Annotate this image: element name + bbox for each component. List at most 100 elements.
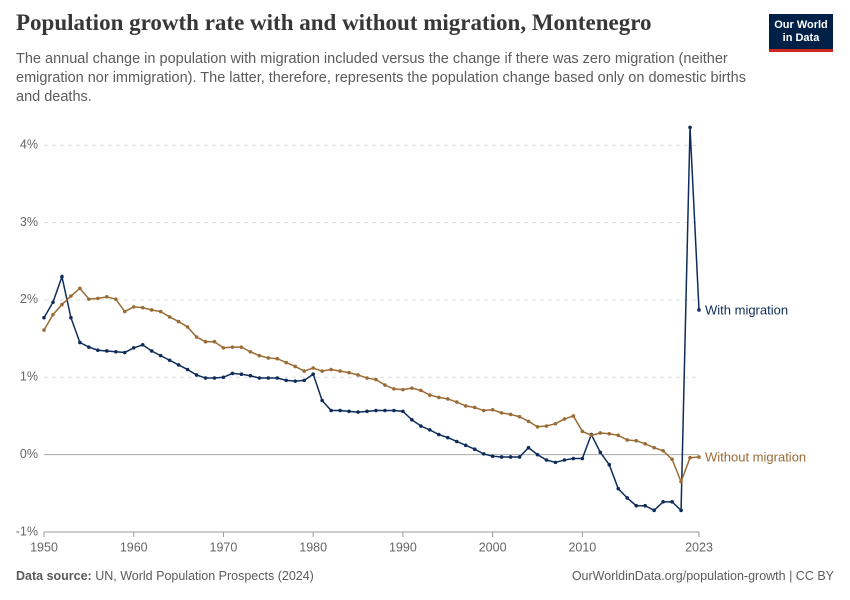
point — [149, 349, 154, 353]
chart-subtitle: The annual change in population with mig… — [16, 51, 746, 105]
y-tick-label: 4% — [20, 138, 38, 152]
point — [661, 448, 665, 453]
point — [392, 387, 396, 391]
point — [508, 455, 513, 459]
point — [445, 397, 450, 401]
point — [248, 349, 253, 354]
point — [203, 339, 208, 344]
point — [374, 377, 378, 382]
point — [472, 405, 477, 410]
point — [616, 433, 621, 438]
point — [257, 353, 262, 358]
point — [625, 438, 630, 442]
point — [526, 445, 531, 450]
point — [311, 366, 315, 370]
point — [508, 412, 513, 417]
point — [87, 345, 91, 349]
point — [643, 442, 647, 446]
x-tick-label: 1990 — [389, 540, 417, 554]
point — [87, 297, 91, 301]
point — [239, 372, 244, 376]
point — [499, 411, 504, 415]
point — [113, 349, 118, 354]
point — [553, 460, 558, 465]
x-tick-label: 2023 — [685, 540, 713, 554]
point — [185, 367, 190, 372]
point — [338, 369, 342, 373]
point — [347, 370, 351, 375]
series-label: Without migration — [705, 449, 806, 464]
point — [526, 419, 531, 424]
point — [78, 340, 82, 345]
point — [688, 455, 692, 460]
point — [535, 452, 540, 457]
point — [410, 386, 414, 390]
point — [598, 431, 603, 435]
point — [105, 349, 109, 353]
point — [652, 445, 656, 450]
point — [338, 408, 342, 413]
x-tick-label: 2000 — [479, 540, 507, 554]
point — [428, 393, 432, 397]
point — [329, 367, 333, 372]
point — [436, 432, 441, 437]
point — [69, 315, 73, 320]
point — [580, 456, 585, 461]
point — [293, 364, 298, 369]
x-tick-label: 1970 — [210, 540, 238, 554]
point — [616, 486, 621, 491]
point — [463, 443, 468, 448]
point — [131, 346, 136, 350]
source-label: Data source: — [16, 569, 92, 583]
point — [589, 433, 594, 438]
point — [472, 447, 477, 452]
point — [436, 395, 441, 400]
point — [320, 369, 324, 373]
point — [203, 376, 208, 380]
y-tick-label: -1% — [16, 524, 38, 538]
point — [374, 408, 378, 413]
logo[interactable]: Our World in Data — [769, 14, 833, 52]
point — [661, 500, 665, 504]
point — [598, 450, 603, 455]
point — [266, 356, 271, 360]
point — [571, 456, 576, 461]
point — [329, 408, 333, 413]
point — [51, 312, 55, 317]
point — [284, 378, 289, 383]
point — [275, 356, 280, 361]
point — [230, 345, 235, 349]
point — [221, 346, 226, 350]
point — [96, 296, 100, 301]
point — [51, 300, 55, 305]
source-url[interactable]: OurWorldinData.org/population-growth | C… — [571, 569, 834, 583]
point — [122, 350, 127, 355]
point — [42, 328, 46, 332]
point — [490, 454, 495, 458]
point — [284, 360, 289, 365]
point — [167, 315, 172, 319]
source-text: UN, World Population Prospects (2024) — [95, 569, 314, 583]
point — [401, 409, 405, 414]
point — [499, 455, 504, 459]
point — [634, 438, 638, 443]
point — [419, 388, 423, 393]
point — [275, 376, 280, 380]
point — [553, 421, 558, 426]
point — [392, 408, 396, 413]
logo-line: in Data — [782, 32, 820, 44]
point — [257, 376, 262, 380]
point — [544, 458, 549, 462]
point — [302, 378, 307, 383]
point — [60, 302, 64, 307]
point — [158, 353, 163, 358]
point — [176, 319, 181, 324]
point — [454, 400, 459, 404]
y-tick-label: 3% — [20, 215, 38, 229]
y-tick-label: 2% — [20, 292, 38, 306]
x-tick-label: 2010 — [568, 540, 596, 554]
point — [140, 305, 145, 310]
x-tick-label: 1950 — [30, 540, 58, 554]
point — [383, 408, 387, 413]
point — [221, 375, 226, 380]
